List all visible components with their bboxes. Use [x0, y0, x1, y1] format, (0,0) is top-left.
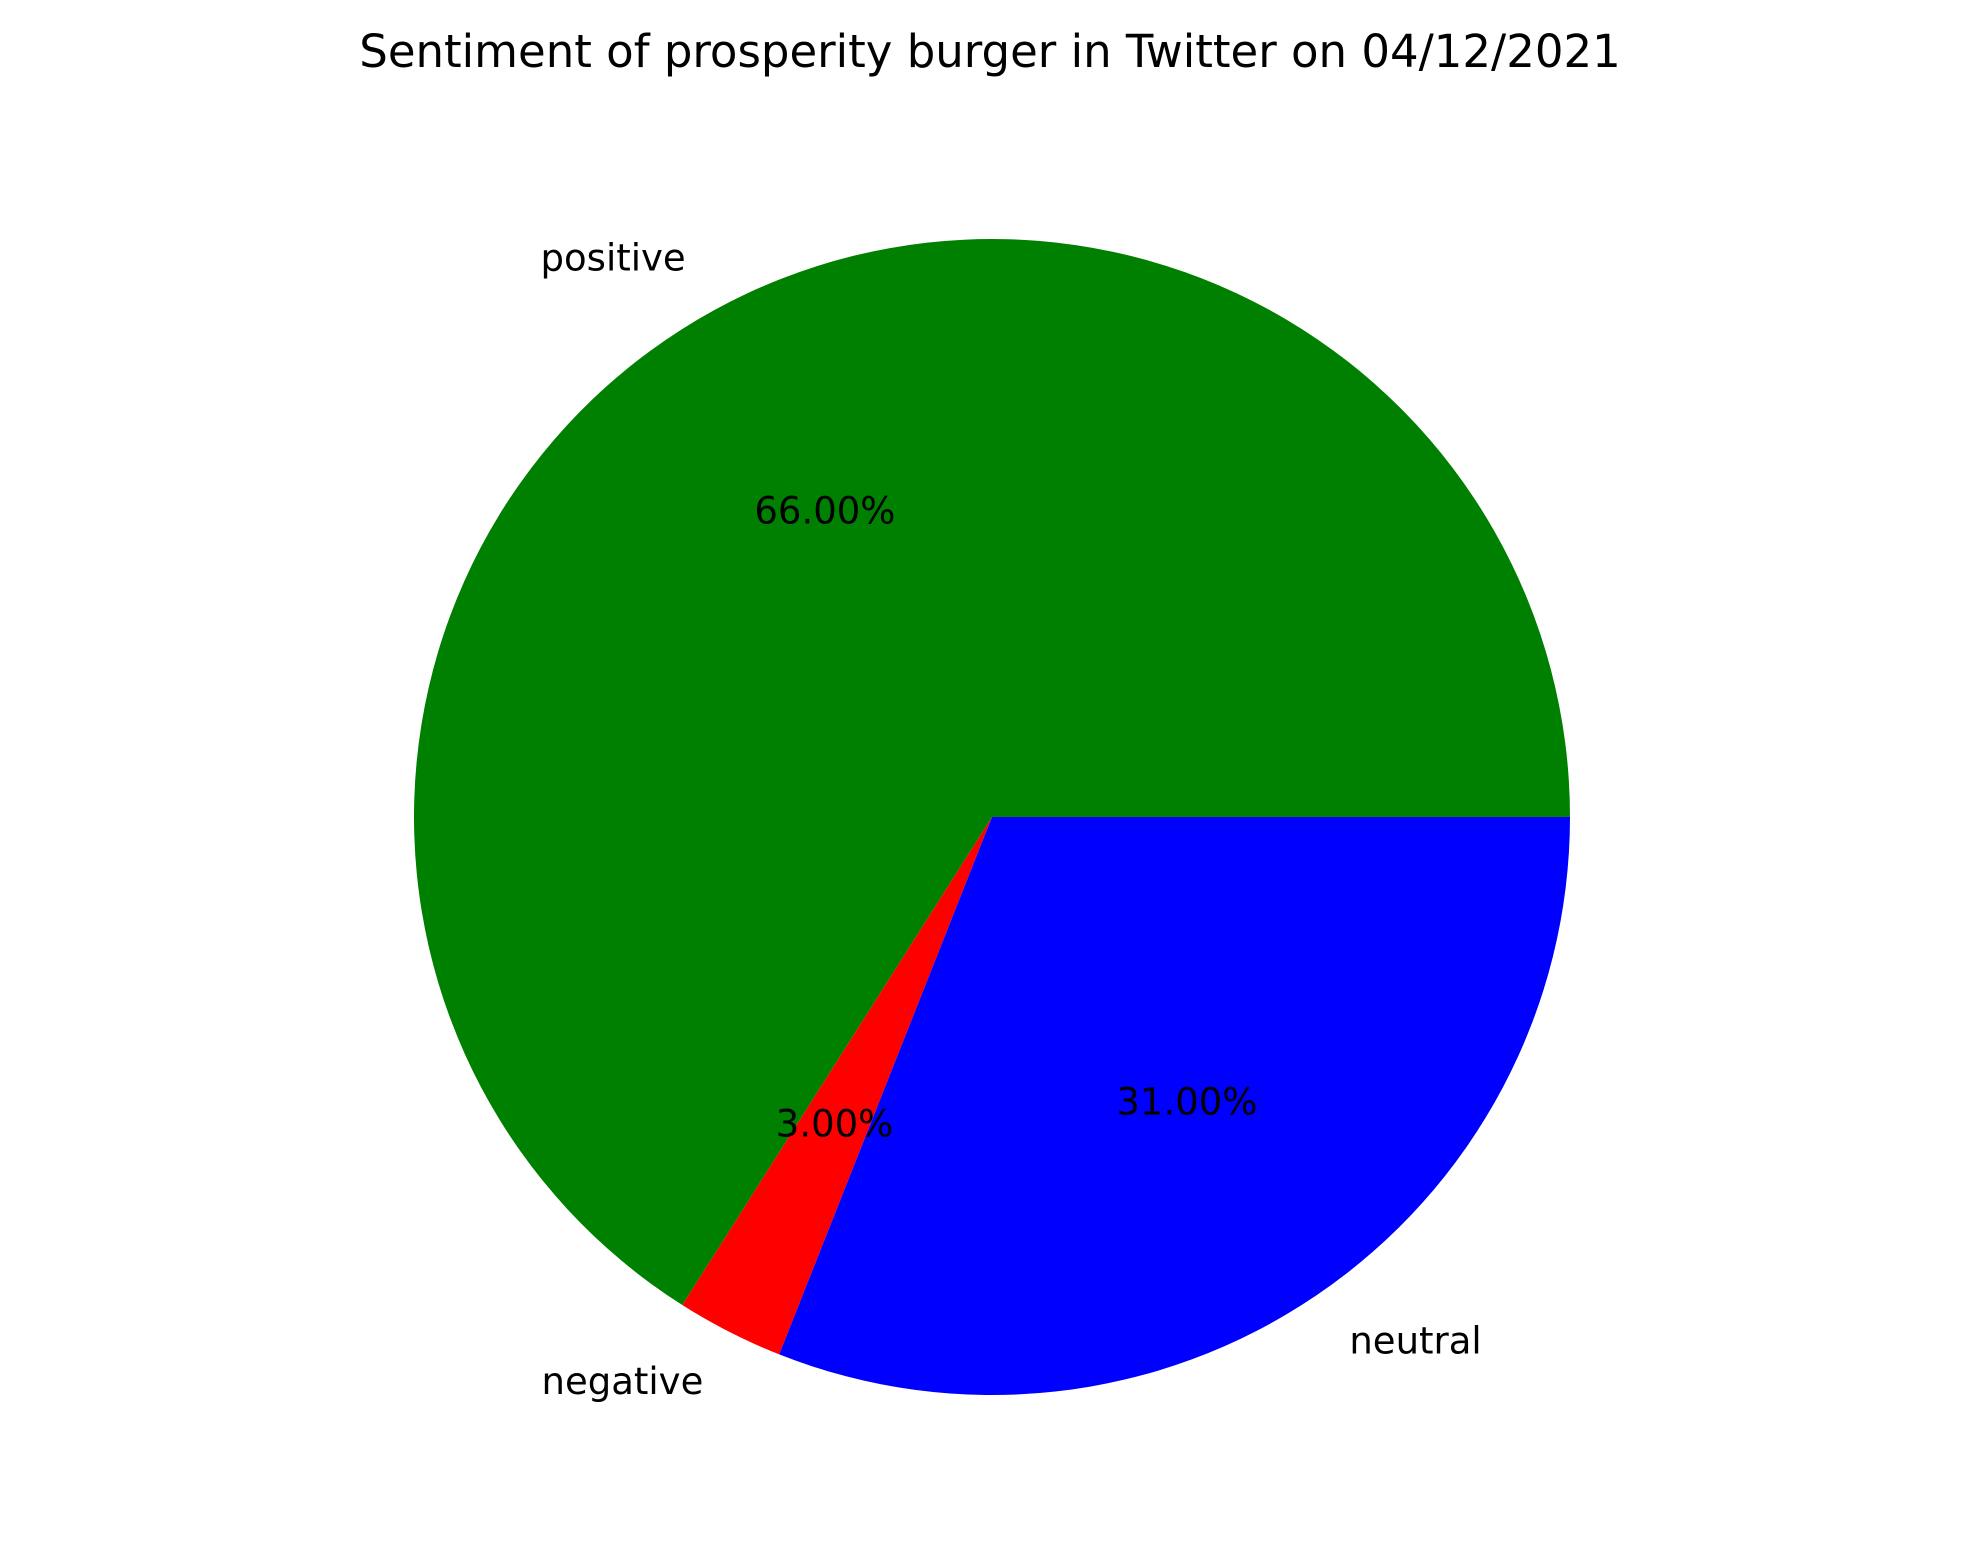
slice-label-neutral: neutral: [1349, 1319, 1481, 1362]
pie-slice-negative: [682, 817, 992, 1355]
pie-labels: positive negative neutral 66.00% 3.00% 31.00%: [541, 236, 1482, 1403]
pie-slices: [413, 238, 1570, 1395]
slice-label-positive: positive: [541, 236, 686, 279]
chart-title: Sentiment of prosperity burger in Twitte…: [359, 25, 1621, 78]
pie-slice-neutral: [779, 817, 1570, 1395]
pct-label-negative: 3.00%: [776, 1103, 894, 1146]
slice-label-negative: negative: [542, 1360, 704, 1403]
pie-slice-positive: [413, 238, 1570, 1306]
pct-label-neutral: 31.00%: [1116, 1080, 1257, 1123]
pct-label-positive: 66.00%: [754, 490, 895, 533]
